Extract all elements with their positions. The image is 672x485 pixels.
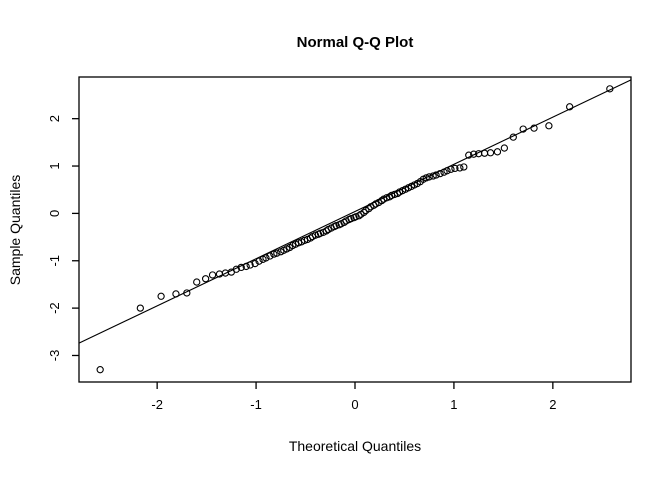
data-point [251, 259, 259, 268]
data-point [96, 366, 104, 374]
data-point [470, 150, 478, 158]
x-tick-labels: -2 -1 0 1 2 [151, 397, 556, 412]
y-tick-labels: -3 -2 -1 0 1 2 [47, 115, 62, 361]
data-point [237, 263, 245, 272]
data-point [266, 252, 274, 260]
data-point [606, 85, 614, 93]
y-tick-label: 0 [47, 210, 62, 217]
data-point [436, 169, 444, 178]
data-point [316, 229, 325, 237]
qq-reference-line [78, 79, 632, 344]
data-point [429, 172, 437, 180]
data-point [480, 149, 489, 157]
data-point [255, 257, 263, 265]
data-point [519, 125, 527, 133]
data-point [262, 254, 270, 262]
data-point [270, 250, 278, 258]
data-point [183, 289, 191, 297]
data-point [451, 164, 459, 173]
data-point [193, 278, 201, 286]
data-point [311, 231, 320, 239]
data-point [545, 122, 553, 130]
data-point [432, 171, 440, 179]
data-point [172, 290, 180, 298]
data-point [425, 173, 433, 181]
data-point [294, 239, 303, 247]
y-tick-label: 1 [47, 162, 62, 169]
data-point [447, 165, 455, 174]
qq-reference-line-group [78, 79, 632, 344]
data-point [273, 249, 281, 257]
data-point [208, 271, 217, 279]
data-point [500, 144, 509, 152]
data-point [460, 163, 468, 171]
x-tick-label: -1 [250, 397, 262, 412]
data-point [422, 174, 430, 182]
data-point [360, 208, 368, 217]
data-point [566, 103, 574, 111]
y-axis-ticks [72, 118, 79, 357]
y-axis-label: Sample Quantiles [7, 175, 23, 286]
data-point [136, 304, 144, 312]
chart-title: Normal Q-Q Plot [297, 34, 414, 51]
data-point [530, 124, 538, 132]
data-point [456, 164, 464, 172]
x-tick-label: 0 [351, 397, 358, 412]
x-axis-ticks [156, 382, 554, 389]
data-point [332, 222, 340, 230]
data-point [355, 212, 363, 220]
data-point [300, 236, 309, 245]
y-tick-label: -1 [47, 255, 62, 267]
y-tick-label: -3 [47, 350, 62, 362]
y-tick-label: 2 [47, 115, 62, 122]
y-tick-label: -2 [47, 302, 62, 314]
x-tick-label: 1 [450, 397, 457, 412]
data-point [242, 262, 250, 271]
data-point [201, 275, 210, 283]
data-point [493, 148, 502, 156]
data-point [246, 261, 254, 269]
data-point [232, 265, 240, 273]
x-axis-label: Theoretical Quantiles [289, 438, 421, 454]
data-point [509, 133, 517, 141]
data-point [365, 205, 373, 213]
data-point [157, 292, 165, 300]
data-point [486, 149, 495, 157]
x-tick-label: -2 [151, 397, 163, 412]
x-tick-label: 2 [549, 397, 556, 412]
data-point [443, 167, 451, 175]
data-point [465, 151, 473, 159]
data-points [96, 85, 614, 374]
data-point [347, 214, 355, 223]
